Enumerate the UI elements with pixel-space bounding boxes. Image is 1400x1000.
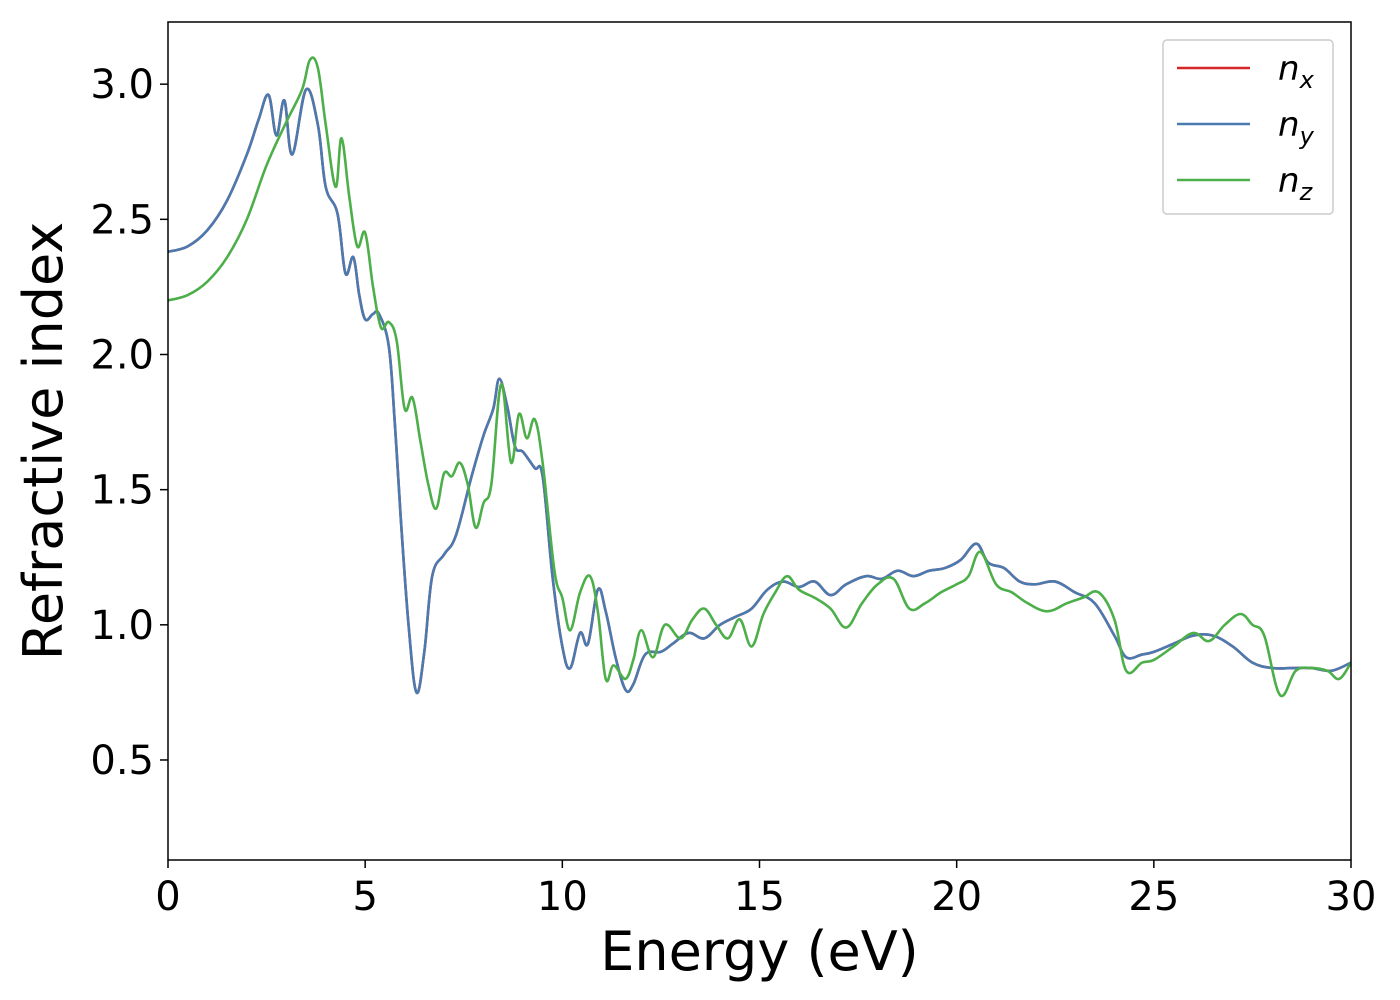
legend-label-x: nx xyxy=(1278,49,1315,94)
y-tick-label: 1.0 xyxy=(90,603,154,649)
x-tick-label: 5 xyxy=(352,874,377,920)
x-axis-ticks: 0 5 10 15 20 25 30 xyxy=(155,860,1376,920)
y-tick-label: 1.5 xyxy=(90,468,154,514)
legend-label-y: ny xyxy=(1278,105,1315,150)
x-tick-label: 15 xyxy=(734,874,785,920)
x-tick-label: 10 xyxy=(537,874,588,920)
legend-box xyxy=(1162,39,1334,215)
x-tick-label: 20 xyxy=(931,874,982,920)
y-axis-ticks: 0.5 1.0 1.5 2.0 2.5 3.0 xyxy=(90,62,168,784)
series-layer xyxy=(168,56,1351,698)
y-tick-label: 2.5 xyxy=(90,197,154,243)
series-line-n-y xyxy=(168,87,1351,695)
x-tick-label: 30 xyxy=(1326,874,1377,920)
x-tick-label: 0 xyxy=(155,874,180,920)
x-axis-label: Energy (eV) xyxy=(600,920,919,983)
series-line-n-z xyxy=(168,56,1351,698)
legend: nx ny nz xyxy=(1162,39,1334,215)
y-axis-label: Refractive index xyxy=(12,222,75,661)
legend-label-z: nz xyxy=(1278,161,1314,206)
y-tick-label: 2.0 xyxy=(90,332,154,378)
x-tick-label: 25 xyxy=(1128,874,1179,920)
y-tick-label: 3.0 xyxy=(90,62,154,108)
y-tick-label: 0.5 xyxy=(90,738,154,784)
